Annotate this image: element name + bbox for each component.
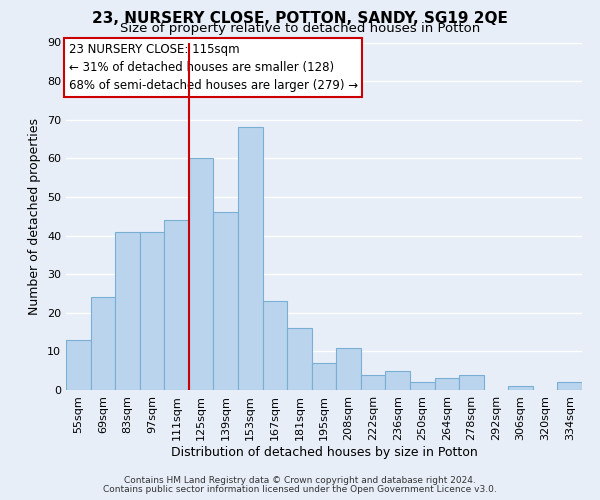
- Bar: [312, 363, 336, 390]
- Bar: [91, 298, 115, 390]
- Bar: [557, 382, 582, 390]
- Bar: [508, 386, 533, 390]
- Text: 23, NURSERY CLOSE, POTTON, SANDY, SG19 2QE: 23, NURSERY CLOSE, POTTON, SANDY, SG19 2…: [92, 11, 508, 26]
- Bar: [287, 328, 312, 390]
- Bar: [336, 348, 361, 390]
- Y-axis label: Number of detached properties: Number of detached properties: [28, 118, 41, 315]
- Bar: [459, 374, 484, 390]
- Bar: [361, 374, 385, 390]
- Bar: [140, 232, 164, 390]
- Text: 23 NURSERY CLOSE: 115sqm
← 31% of detached houses are smaller (128)
68% of semi-: 23 NURSERY CLOSE: 115sqm ← 31% of detach…: [68, 43, 358, 92]
- Bar: [115, 232, 140, 390]
- Bar: [214, 212, 238, 390]
- Text: Size of property relative to detached houses in Potton: Size of property relative to detached ho…: [120, 22, 480, 35]
- Bar: [434, 378, 459, 390]
- Text: Contains HM Land Registry data © Crown copyright and database right 2024.: Contains HM Land Registry data © Crown c…: [124, 476, 476, 485]
- Bar: [164, 220, 189, 390]
- Bar: [263, 301, 287, 390]
- Bar: [66, 340, 91, 390]
- Bar: [189, 158, 214, 390]
- Bar: [238, 128, 263, 390]
- X-axis label: Distribution of detached houses by size in Potton: Distribution of detached houses by size …: [170, 446, 478, 458]
- Bar: [385, 370, 410, 390]
- Bar: [410, 382, 434, 390]
- Text: Contains public sector information licensed under the Open Government Licence v3: Contains public sector information licen…: [103, 485, 497, 494]
